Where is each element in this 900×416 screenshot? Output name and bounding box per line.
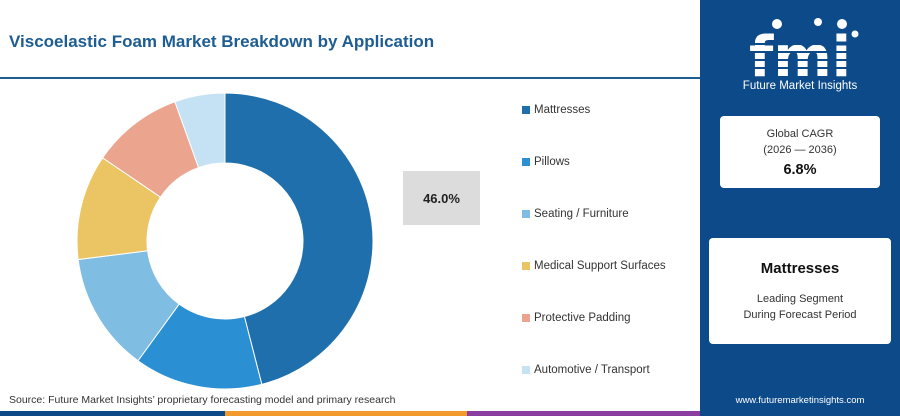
chart-title: Viscoelastic Foam Market Breakdown by Ap…: [9, 32, 435, 51]
highlight-value-box: 46.0%: [403, 171, 480, 225]
legend-label: Protective Padding: [534, 312, 631, 324]
legend-label: Pillows: [534, 156, 570, 168]
cagr-value: 6.8%: [783, 162, 817, 178]
donut-slice-mattresses: [224, 92, 374, 385]
legend-label: Medical Support Surfaces: [534, 260, 666, 272]
legend-swatch: [522, 314, 530, 322]
legend-swatch: [522, 210, 530, 218]
segment-desc-line-1: Leading Segment: [756, 293, 844, 305]
website-url: www.futuremarketinsights.com: [735, 395, 865, 406]
footer-color-bar-3: [467, 411, 700, 416]
logo-tagline: Future Market Insights: [742, 80, 858, 92]
legend-label: Seating / Furniture: [534, 208, 629, 220]
donut-chart: [76, 92, 374, 390]
leading-segment-card: Mattresses Leading Segment During Foreca…: [709, 238, 891, 344]
legend-swatch: [522, 262, 530, 270]
footer-color-bar-1: [0, 411, 225, 416]
cagr-label-line-2: (2026 — 2036): [763, 144, 837, 156]
cagr-card: Global CAGR (2026 — 2036) 6.8%: [720, 116, 880, 188]
legend-item-pillows: Pillows: [522, 156, 570, 168]
legend-item-seating-furniture: Seating / Furniture: [522, 208, 629, 220]
legend-swatch: [522, 366, 530, 374]
source-note: Source: Future Market Insights’ propriet…: [9, 394, 396, 406]
fmi-logo: fmi: [730, 18, 870, 90]
legend-swatch: [522, 106, 530, 114]
footer-color-bar-2: [225, 411, 467, 416]
cagr-label: Global CAGR (2026 — 2036): [720, 126, 880, 158]
legend-item-automotive-transport: Automotive / Transport: [522, 364, 650, 376]
cagr-label-line-1: Global CAGR: [766, 128, 834, 140]
legend-label: Mattresses: [534, 104, 591, 116]
side-panel: [700, 0, 900, 416]
legend-item-protective-padding: Protective Padding: [522, 312, 631, 324]
logo-wordmark: fmi: [749, 25, 851, 90]
legend-item-medical-support-surfaces: Medical Support Surfaces: [522, 260, 666, 272]
donut-slice-automotive-transport: [174, 92, 226, 169]
legend-label: Automotive / Transport: [534, 364, 650, 376]
segment-desc-line-2: During Forecast Period: [743, 309, 857, 321]
title-divider: [0, 77, 700, 79]
legend-swatch: [522, 158, 530, 166]
legend-item-mattresses: Mattresses: [522, 104, 590, 116]
segment-name: Mattresses: [760, 260, 840, 277]
segment-description: Leading Segment During Forecast Period: [709, 291, 891, 323]
